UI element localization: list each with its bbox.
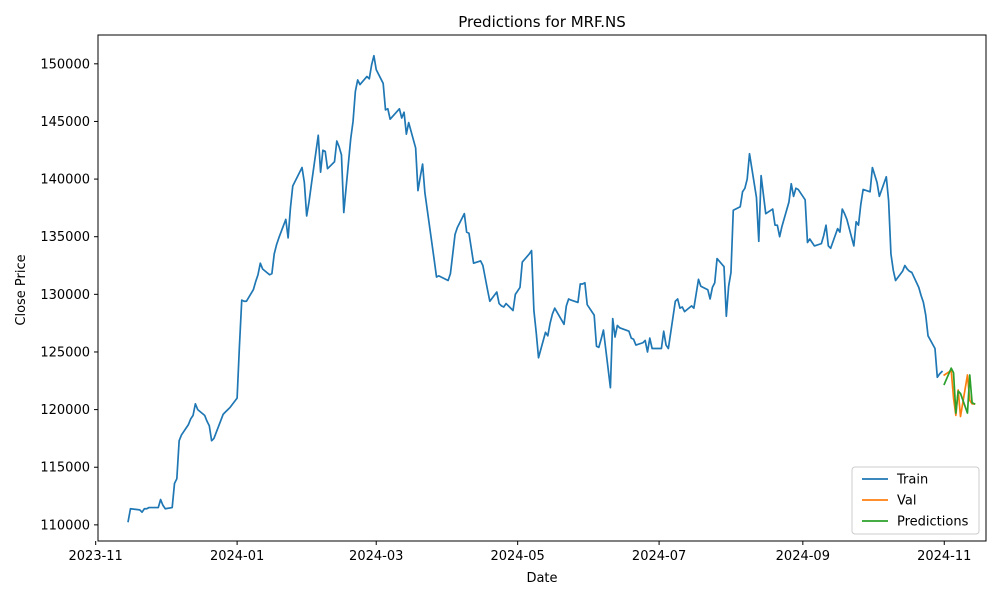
y-tick-label: 120000 bbox=[40, 403, 90, 418]
x-tick-label: 2024-05 bbox=[490, 549, 544, 564]
x-tick-label: 2024-07 bbox=[632, 549, 686, 564]
x-tick-label: 2023-11 bbox=[69, 549, 123, 564]
x-tick-label: 2024-03 bbox=[349, 549, 403, 564]
legend-label-predictions: Predictions bbox=[897, 515, 969, 530]
series-line-val bbox=[943, 369, 976, 418]
series-layer bbox=[127, 54, 976, 523]
chart-title: Predictions for MRF.NS bbox=[458, 13, 626, 31]
y-tick-label: 145000 bbox=[40, 115, 90, 130]
x-axis-title: Date bbox=[526, 571, 557, 586]
x-tick-label: 2024-01 bbox=[210, 549, 264, 564]
legend-label-train: Train bbox=[896, 473, 928, 488]
y-tick-label: 150000 bbox=[40, 57, 90, 72]
y-tick-label: 110000 bbox=[40, 518, 90, 533]
x-tick-label: 2024-11 bbox=[917, 549, 971, 564]
series-line-predictions bbox=[943, 367, 976, 414]
x-tick-label: 2024-09 bbox=[776, 549, 830, 564]
y-tick-label: 130000 bbox=[40, 288, 90, 303]
y-tick-label: 140000 bbox=[40, 173, 90, 188]
series-line-train bbox=[127, 54, 944, 523]
y-tick-label: 115000 bbox=[40, 461, 90, 476]
legend-label-val: Val bbox=[897, 494, 916, 509]
axes-layer: 2023-11 2024-01 2024-03 2024-05 2024-07 2024-… bbox=[40, 34, 987, 564]
legend: Train Val Predictions bbox=[851, 466, 980, 535]
y-tick-label: 125000 bbox=[40, 345, 90, 360]
plot-frame bbox=[97, 34, 987, 542]
legend-box bbox=[851, 466, 980, 535]
y-axis-title: Close Price bbox=[14, 254, 29, 325]
y-tick-label: 135000 bbox=[40, 230, 90, 245]
